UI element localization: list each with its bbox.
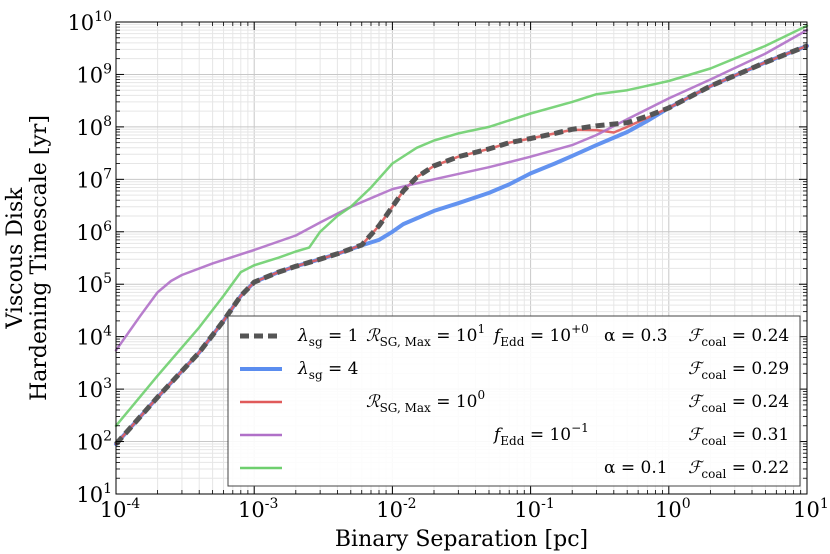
legend-box [227,315,801,487]
legend-label: fEdd = 10−1 [492,421,589,448]
x-tick-label: 100 [655,496,691,522]
y-tick-label: 1010 [67,9,112,35]
y-tick-label: 108 [76,114,112,140]
x-tick-label: 10-3 [238,496,278,522]
y-tick-label: 107 [76,166,112,192]
y-tick-label: 104 [76,324,112,350]
legend-label: α = 0.3 [604,326,668,346]
y-tick-label: 109 [76,61,112,87]
x-tick-label: 10-2 [376,496,416,522]
series-line-5 [114,43,808,446]
legend-label: ℱcoal = 0.29 [688,359,789,382]
y-axis-label-line1: Viscous Disk [3,187,28,330]
y-axis-label-line2: Hardening Timescale [yr] [27,115,52,401]
legend-label: ℱcoal = 0.24 [688,392,789,415]
legend-label: ℱcoal = 0.22 [688,458,789,481]
legend-label: λsg = 1 [297,326,359,349]
plot-frame [115,21,808,495]
legend-label: λsg = 4 [297,359,359,382]
x-tick-label: 101 [793,496,829,522]
x-tick-label: 10-4 [100,496,140,522]
legend-label: ℱcoal = 0.31 [688,425,789,448]
legend: λsg = 1 ℛSG, Max = 101 fEdd = 10+0 α = 0.3 ℱ… [227,315,801,487]
tick-labels: 10-4 10-3 10-2 10-1 100 101 101 102 103 104 105 106… [67,9,828,522]
legend-label: ℛSG, Max = 100 [366,388,485,415]
legend-label: ℱcoal = 0.24 [688,326,789,349]
y-tick-label: 106 [76,219,112,245]
legend-label: ℛSG, Max = 101 [366,322,485,349]
y-tick-label: 103 [76,376,112,402]
legend-label: α = 0.1 [604,458,668,478]
axis-ticks [115,21,808,495]
x-tick-label: 10-1 [514,496,554,522]
y-tick-label: 101 [76,481,112,507]
series-line-4 [114,24,809,428]
series-lines [114,24,809,446]
series-line-3 [114,28,809,352]
y-tick-label: 102 [76,429,112,455]
y-tick-label: 105 [76,271,112,297]
legend-label: fEdd = 10+0 [492,322,589,349]
x-axis-label: Binary Separation [pc] [335,527,588,552]
